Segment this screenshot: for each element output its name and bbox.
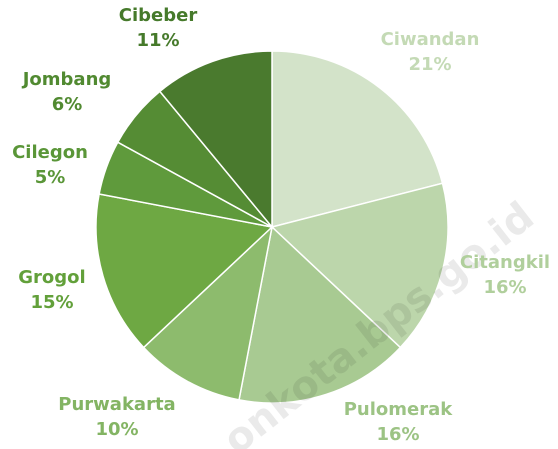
slice-value-label: 6%	[52, 94, 83, 115]
slice-value-label: 5%	[35, 167, 66, 188]
slice-label: Purwakarta	[58, 394, 175, 415]
pie	[95, 50, 449, 404]
slice-label: Pulomerak	[344, 399, 454, 420]
pie-slice	[270, 182, 449, 349]
slice-value-label: 10%	[95, 419, 138, 440]
slice-value-label: 21%	[408, 54, 451, 75]
pie-slice	[271, 50, 444, 228]
slice-value-label: 15%	[30, 292, 73, 313]
pie-slice	[142, 224, 274, 401]
pie-slice	[158, 50, 273, 230]
pie-slice	[95, 193, 274, 349]
slice-label: Jombang	[21, 69, 112, 90]
slice-label: Cilegon	[12, 142, 88, 163]
slice-value-label: 16%	[376, 424, 419, 445]
slice-label: Citangkil	[460, 252, 550, 273]
pie-slice	[238, 225, 402, 404]
slice-value-label: 11%	[136, 30, 179, 51]
slice-value-label: 16%	[483, 277, 526, 298]
slice-label: Cibeber	[119, 5, 198, 26]
slice-label: Ciwandan	[381, 29, 480, 50]
slice-label: Grogol	[18, 267, 85, 288]
